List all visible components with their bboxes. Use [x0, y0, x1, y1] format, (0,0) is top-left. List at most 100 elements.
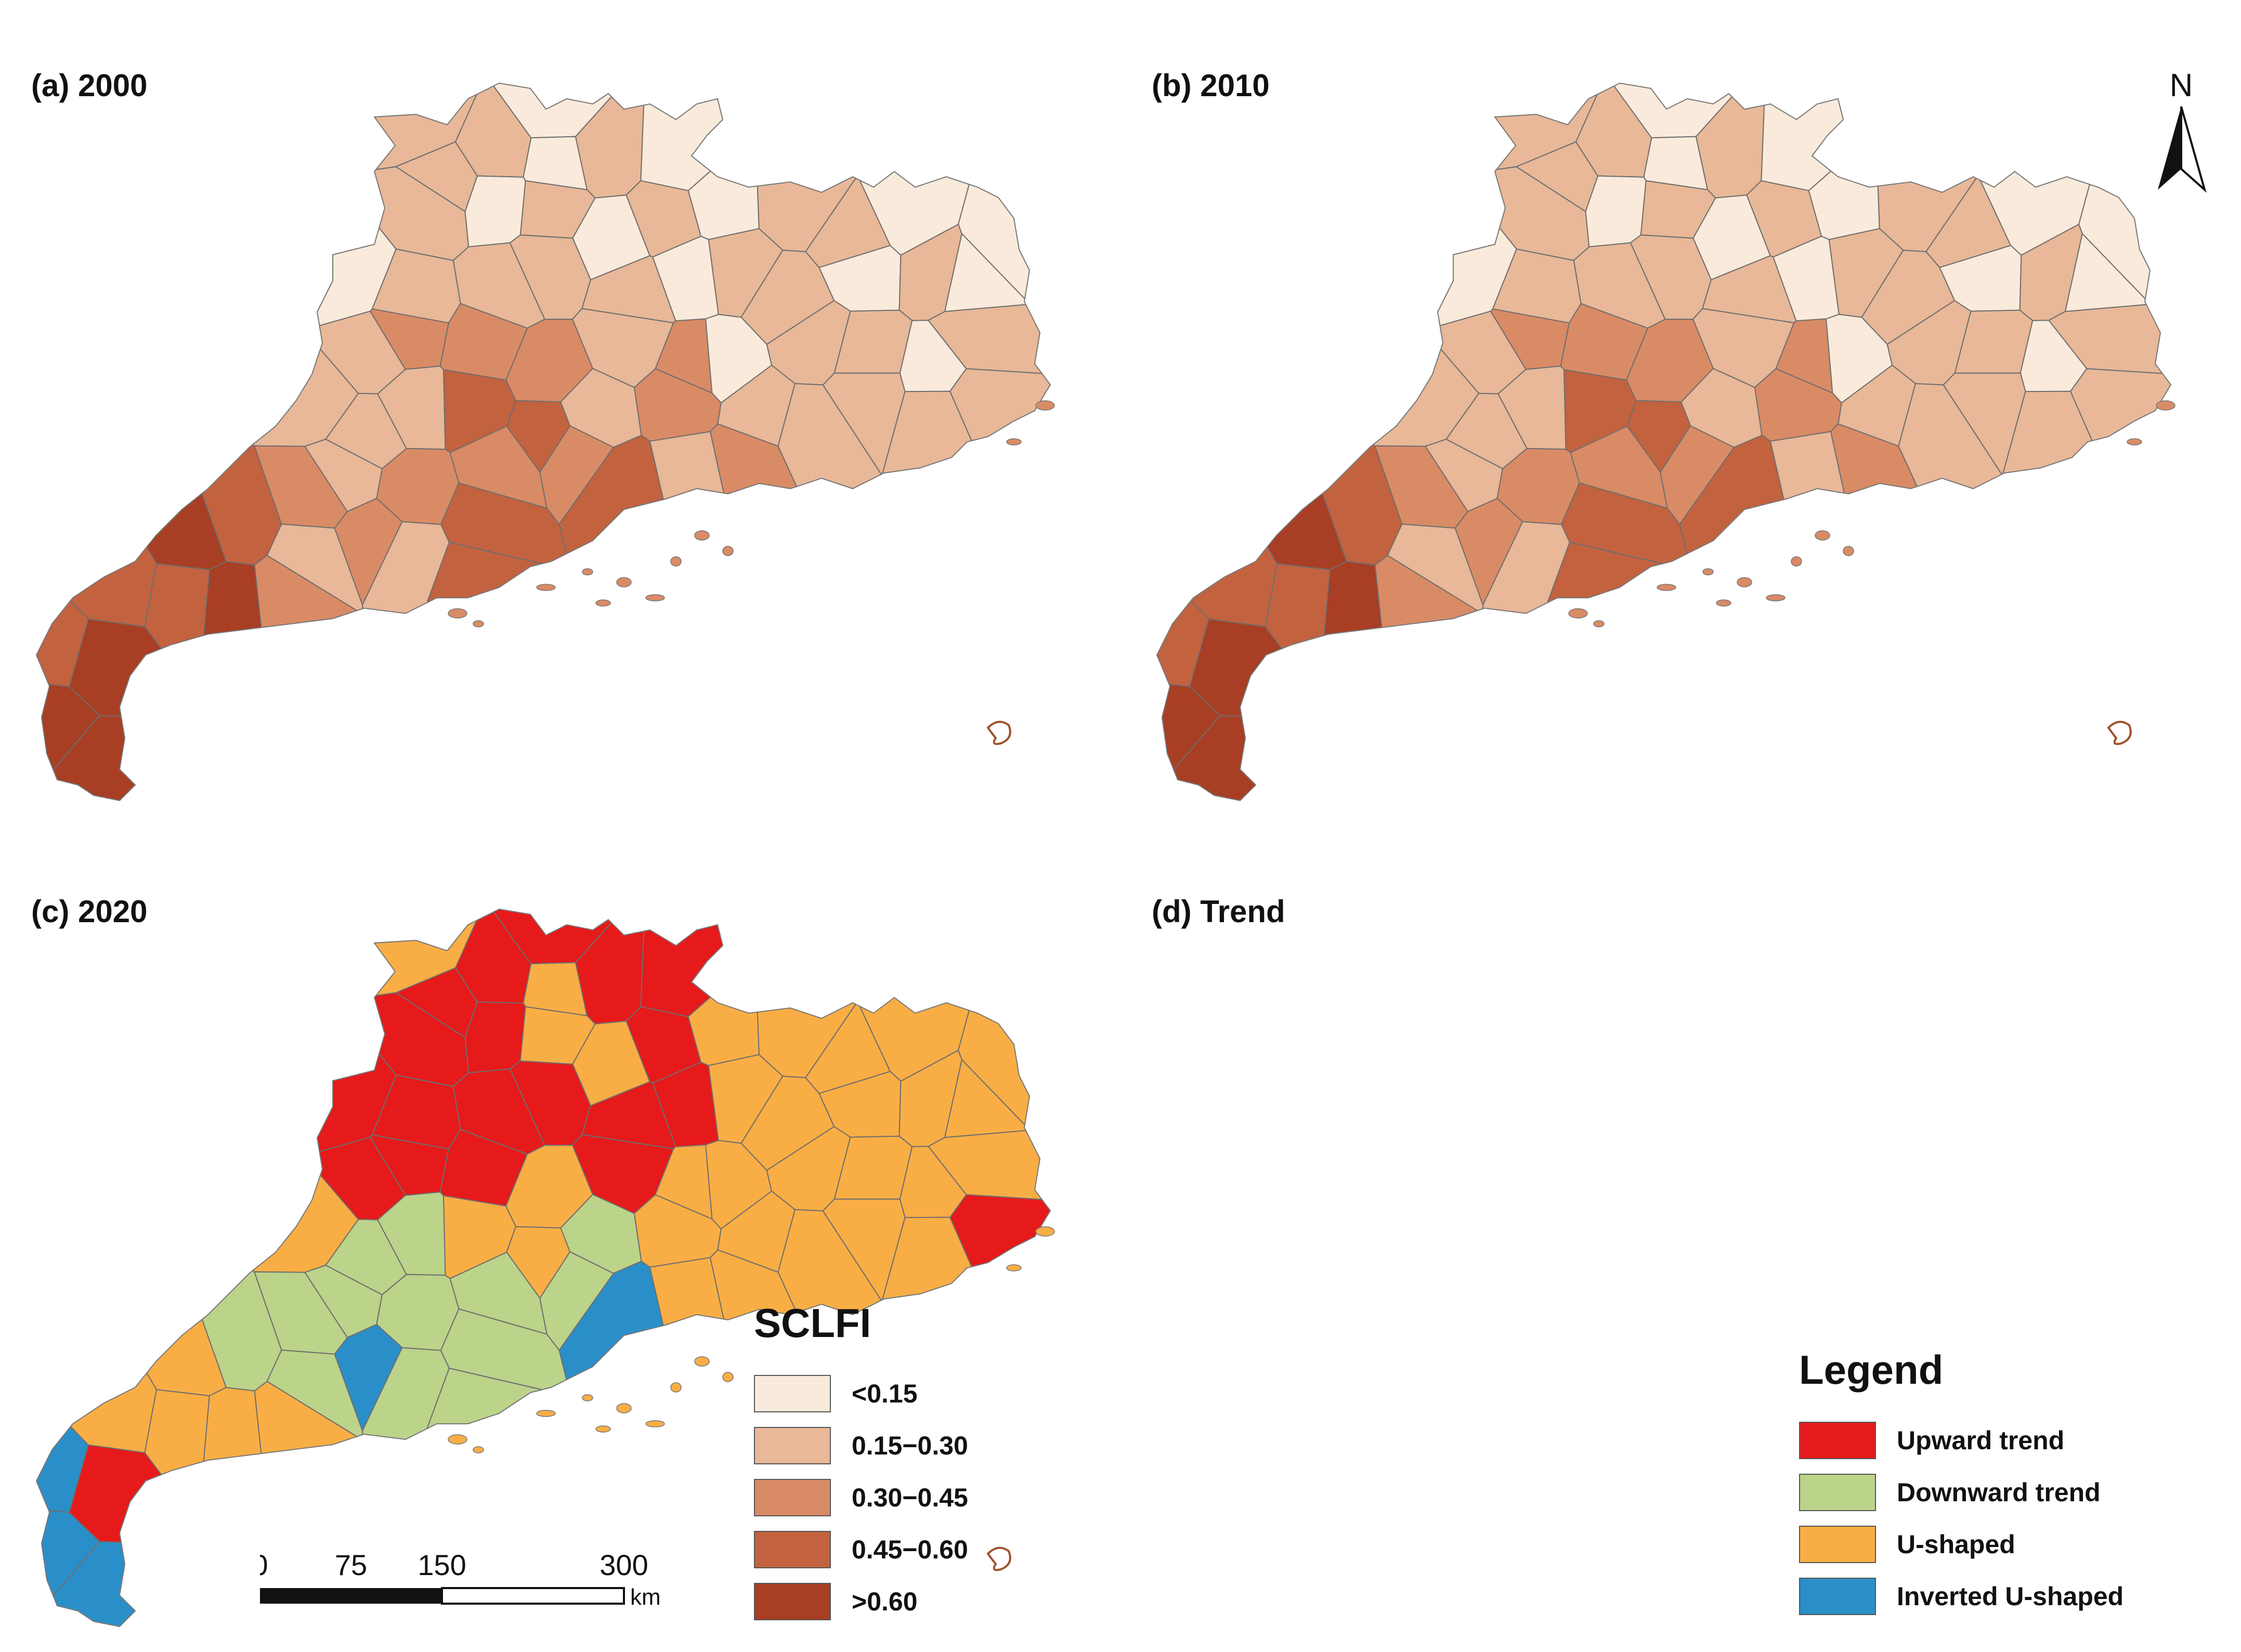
map-2020 — [35, 908, 1055, 1628]
district-polygon — [1695, 83, 1767, 199]
island — [616, 577, 632, 587]
district-polygon — [1157, 715, 1357, 801]
scale-tick-label: 75 — [335, 1549, 367, 1581]
island — [1035, 400, 1055, 411]
island — [582, 568, 593, 575]
map-2000 — [35, 82, 1055, 802]
province-border — [1156, 82, 2172, 802]
sclfi-legend-swatch — [754, 1531, 831, 1568]
district-polygon — [575, 83, 646, 199]
scale-tick-label: 150 — [418, 1549, 466, 1581]
sclfi-legend-swatch — [754, 1583, 831, 1620]
island — [694, 530, 710, 541]
district-polygon — [1331, 140, 1517, 331]
island — [645, 594, 665, 601]
trend-legend-swatch — [1799, 1422, 1876, 1459]
trend-legend-label: Upward trend — [1897, 1426, 2065, 1455]
island — [722, 546, 734, 556]
scale-segment — [441, 1587, 625, 1605]
map-2010 — [1156, 82, 2175, 802]
trend-legend-item: Upward trend — [1799, 1414, 2123, 1466]
district-polygon — [464, 1001, 526, 1073]
district-polygon — [1265, 563, 1331, 699]
island — [448, 1434, 467, 1445]
island — [473, 620, 484, 627]
sclfi-legend-label: >0.60 — [852, 1587, 918, 1616]
district-polygon — [464, 175, 526, 247]
district-polygon — [1181, 402, 1348, 571]
trend-legend-item: U-shaped — [1799, 1518, 2123, 1570]
offshore-island — [986, 1546, 1011, 1571]
district-polygon — [144, 1389, 210, 1525]
island — [1843, 546, 1854, 556]
sclfi-legend-label: 0.15−0.30 — [852, 1431, 968, 1460]
scale-unit: km — [630, 1584, 661, 1610]
district-polygon — [36, 715, 237, 801]
district-polygon — [60, 402, 227, 571]
trend-legend-title: Legend — [1799, 1347, 1944, 1393]
trend-legend-label: Downward trend — [1897, 1478, 2101, 1507]
north-arrow-icon — [2180, 106, 2207, 193]
island — [448, 608, 467, 619]
panel-title: (d) Trend — [1152, 894, 1285, 929]
district-polygon — [687, 130, 760, 240]
district-polygon — [1585, 175, 1647, 247]
island — [1006, 1264, 1022, 1271]
sclfi-legend-item: 0.30−0.45 — [754, 1472, 968, 1524]
trend-legend-swatch — [1799, 1526, 1876, 1563]
trend-legend-item: Inverted U-shaped — [1799, 1570, 2123, 1622]
sclfi-legend-title: SCLFI — [754, 1300, 871, 1346]
island — [1766, 594, 1786, 601]
scale-tick-label: 300 — [600, 1549, 648, 1581]
district-polygon — [949, 368, 1050, 532]
island — [1702, 568, 1714, 575]
trend-legend-swatch — [1799, 1474, 1876, 1511]
district-polygon — [687, 956, 760, 1066]
island — [670, 556, 682, 567]
island — [2156, 400, 2175, 411]
province-border — [35, 82, 1051, 802]
map-panel-2000: (a) 2000 — [0, 0, 1120, 826]
scale-tick-label: 0 — [260, 1549, 268, 1581]
north-arrow: N — [2153, 68, 2210, 198]
district-polygon — [211, 966, 397, 1157]
scale-bar: 0 75 150 300 km — [252, 1546, 676, 1624]
island — [582, 1394, 593, 1401]
sclfi-legend: SCLFI <0.15 0.15−0.30 0.30−0.45 0.45−0.60 >0… — [754, 1300, 968, 1628]
island — [536, 584, 556, 591]
trend-legend-label: U-shaped — [1897, 1530, 2015, 1559]
island — [595, 1425, 611, 1433]
north-arrow-label: N — [2170, 68, 2193, 103]
map-panel-2020: (c) 2020 — [0, 826, 1120, 1652]
offshore-island — [986, 720, 1011, 745]
district-polygon — [211, 140, 397, 331]
island — [645, 1420, 665, 1427]
sclfi-legend-swatch — [754, 1375, 831, 1412]
district-polygon — [36, 1541, 237, 1627]
district-polygon — [2069, 368, 2171, 532]
island — [536, 1410, 556, 1417]
district-polygon — [36, 1275, 158, 1453]
district-polygon — [949, 1194, 1050, 1358]
sclfi-legend-label: 0.45−0.60 — [852, 1535, 968, 1564]
island — [1593, 620, 1605, 627]
map-panel-trend: (d) Trend — [1120, 826, 2241, 1652]
trend-legend-label: Inverted U-shaped — [1897, 1582, 2124, 1611]
trend-legend: Legend Upward trend Downward trend U-shape… — [1799, 1346, 2123, 1622]
province-border — [35, 908, 1051, 1628]
north-arrow-icon — [2158, 107, 2181, 190]
trend-legend-item: Downward trend — [1799, 1466, 2123, 1518]
sclfi-legend-item: 0.45−0.60 — [754, 1524, 968, 1576]
district-polygon — [144, 563, 210, 699]
sclfi-legend-swatch — [754, 1479, 831, 1516]
scale-segment — [260, 1588, 442, 1604]
island — [1657, 584, 1676, 591]
island — [1006, 438, 1022, 445]
district-polygon — [36, 449, 158, 627]
offshore-island — [2107, 720, 2132, 745]
island — [473, 1446, 484, 1453]
district-polygon — [575, 909, 646, 1025]
panel-title: (c) 2020 — [31, 894, 148, 929]
sclfi-legend-item: 0.15−0.30 — [754, 1420, 968, 1472]
district-polygon — [60, 1228, 227, 1397]
